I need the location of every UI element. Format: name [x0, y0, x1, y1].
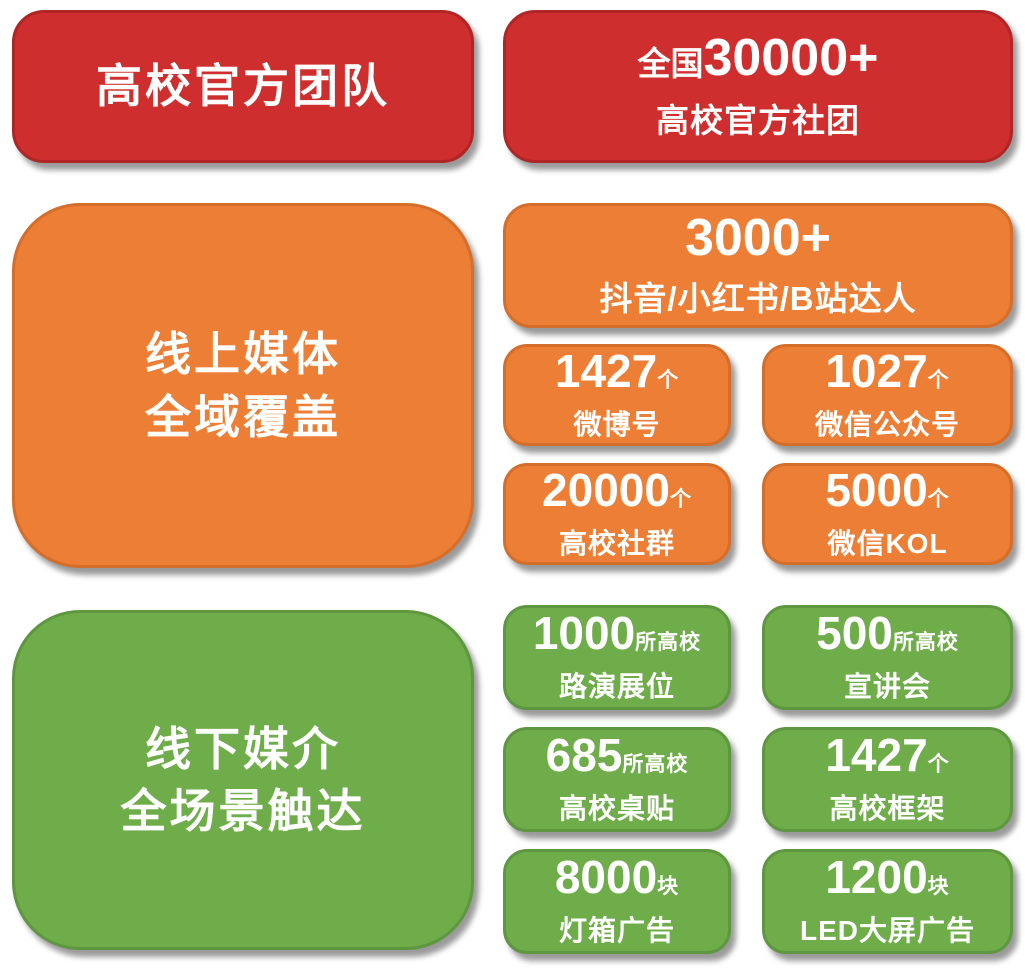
card-wechat-public-accounts-stat: 1027个 微信公众号 — [762, 344, 1013, 446]
stat-unit: 个 — [669, 487, 692, 511]
stat-label: 抖音/小红书/B站达人 — [599, 279, 917, 317]
stat-number: 685 — [545, 729, 623, 781]
stat-unit: 个 — [657, 368, 680, 392]
card-lightbox-ads-stat: 8000块 灯箱广告 — [503, 849, 731, 954]
stat-number: 1427 — [554, 344, 658, 397]
stat-number: 1427 — [825, 729, 928, 781]
card-university-official-team: 高校官方团队 — [12, 10, 474, 163]
stat-line: 1000所高校 — [533, 610, 701, 656]
stat-line: 1027个 — [825, 348, 949, 394]
card-weibo-accounts-stat: 1427个 微博号 — [503, 344, 731, 446]
card-online-media-title: 线上媒体 全域覆盖 — [12, 203, 474, 568]
card-offline-media-title: 线下媒介 全场景触达 — [12, 610, 474, 950]
section-title-official-team: 高校官方团队 — [96, 60, 390, 113]
card-roadshow-booths-stat: 1000所高校 路演展位 — [503, 605, 731, 710]
stat-line: 5000个 — [825, 467, 949, 513]
stat-number: 1200 — [825, 851, 928, 903]
stat-line: 1427个 — [555, 348, 679, 394]
card-campus-groups-stat: 20000个 高校社群 — [503, 463, 731, 565]
stat-unit: 所高校 — [635, 631, 702, 654]
section-title-online-media: 线上媒体 全域覆盖 — [145, 328, 341, 443]
stat-prefix: 全国 — [637, 44, 704, 82]
stat-label: 微信KOL — [827, 527, 948, 559]
stat-label: 宣讲会 — [843, 671, 931, 702]
stat-number: 1000 — [532, 607, 636, 659]
stat-unit: 所高校 — [892, 631, 959, 654]
stat-label: 微博号 — [573, 408, 661, 440]
section-title-offline-media: 线下媒介 全场景触达 — [120, 722, 366, 837]
stat-unit: 块 — [927, 875, 950, 898]
card-national-clubs-stat: 全国30000+ 高校官方社团 — [503, 10, 1013, 163]
card-influencers-stat: 3000+ 抖音/小红书/B站达人 — [503, 203, 1013, 328]
card-wechat-kol-stat: 5000个 微信KOL — [762, 463, 1013, 565]
stat-line: 500所高校 — [816, 610, 959, 656]
stat-line: 8000块 — [555, 854, 679, 900]
stat-label: LED大屏广告 — [799, 915, 975, 946]
stat-line: 全国30000+ — [638, 32, 879, 84]
stat-unit: 所高校 — [622, 753, 689, 776]
card-info-sessions-stat: 500所高校 宣讲会 — [762, 605, 1013, 710]
stat-unit: 个 — [927, 368, 950, 392]
stat-label: 高校官方社团 — [656, 101, 860, 139]
stat-number: 500 — [816, 607, 893, 659]
stat-label: 高校框架 — [829, 793, 946, 824]
card-desk-stickers-stat: 685所高校 高校桌贴 — [503, 727, 731, 832]
stat-label: 路演展位 — [558, 671, 675, 702]
stat-label: 高校桌贴 — [558, 793, 675, 824]
stat-line: 1200块 — [825, 854, 949, 900]
stat-number: 1027 — [825, 344, 928, 397]
stat-line: 685所高校 — [546, 732, 689, 778]
card-campus-frames-stat: 1427个 高校框架 — [762, 727, 1013, 832]
stat-label: 微信公众号 — [814, 408, 960, 440]
stat-unit: 块 — [657, 875, 680, 898]
stat-number: 3000+ — [684, 208, 832, 267]
card-led-screen-ads-stat: 1200块 LED大屏广告 — [762, 849, 1013, 954]
stat-label: 高校社群 — [558, 527, 675, 559]
stat-number: 8000 — [554, 851, 658, 903]
stat-line: 20000个 — [542, 467, 692, 513]
stat-number: 30000+ — [703, 28, 879, 87]
stat-label: 灯箱广告 — [558, 915, 675, 946]
stat-number: 5000 — [825, 463, 928, 516]
stat-unit: 个 — [927, 753, 950, 776]
stat-number: 20000 — [542, 463, 670, 516]
stat-unit: 个 — [927, 487, 950, 511]
stat-line: 1427个 — [825, 732, 949, 778]
